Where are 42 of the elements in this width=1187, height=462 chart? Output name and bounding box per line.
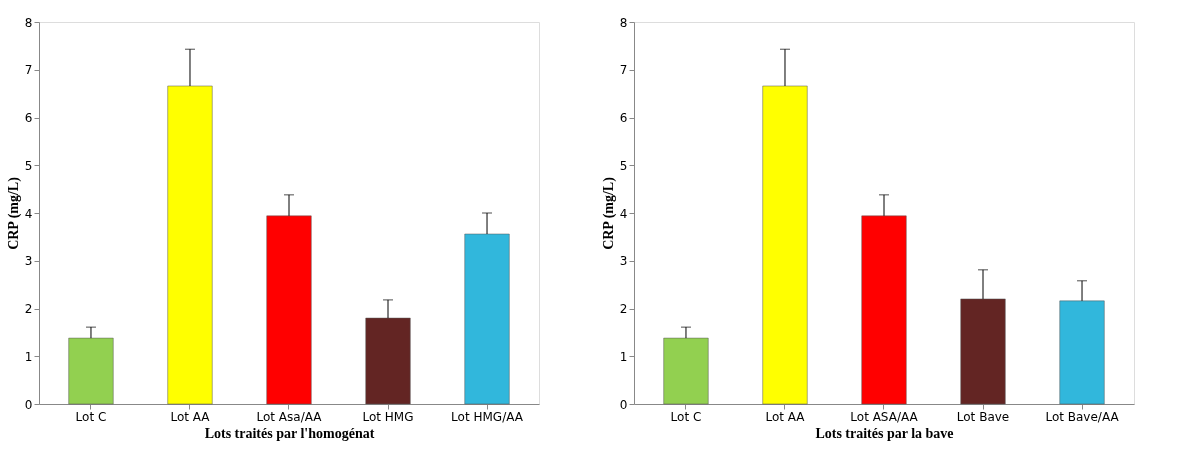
y-tick-label: 3 [24, 254, 33, 269]
bar [861, 215, 907, 405]
x-tick-label: Lot C [670, 409, 702, 424]
y-axis-title: CRP (mg/L) [5, 176, 22, 250]
y-tick-label: 4 [24, 206, 33, 221]
bar [266, 215, 312, 405]
y-tick-label: 8 [24, 15, 33, 30]
x-tick-label: Lot AA [170, 409, 211, 424]
y-tick-label: 4 [619, 206, 628, 221]
x-tick-label: Lot C [75, 409, 107, 424]
y-tick-label: 2 [619, 302, 628, 316]
x-tick-label: Lot Bave/AA [1045, 409, 1120, 424]
x-tick-label: Lot AA [765, 409, 806, 424]
bar [464, 233, 510, 405]
y-tick-label: 6 [24, 111, 33, 125]
bar [68, 337, 114, 405]
x-tick-label: Lot HMG [362, 409, 414, 424]
x-axis-title: Lots traités par la bave [815, 425, 954, 441]
bar [960, 298, 1006, 405]
y-tick-label: 5 [24, 158, 33, 173]
bar [663, 337, 709, 405]
x-tick-label: Lot Bave [956, 409, 1010, 424]
y-tick-label: 2 [24, 302, 33, 316]
y-tick-label: 7 [619, 63, 628, 78]
y-axis-title: CRP (mg/L) [600, 176, 617, 250]
x-axis-title: Lots traités par l'homogénat [204, 425, 375, 441]
y-tick-label: 7 [24, 63, 33, 78]
x-tick-label: Lot HMG/AA [451, 409, 524, 424]
bar [365, 317, 411, 405]
y-tick-label: 0 [619, 397, 628, 412]
x-tick-label: Lot ASA/AA [850, 409, 919, 424]
y-tick-label: 6 [619, 111, 628, 125]
y-tick-label: 0 [24, 397, 33, 412]
y-tick-label: 1 [24, 349, 33, 364]
bar [762, 85, 808, 405]
y-tick-label: 8 [619, 15, 628, 30]
y-tick-label: 1 [619, 349, 628, 364]
bar [167, 85, 213, 405]
bar [1059, 300, 1105, 405]
x-tick-label: Lot Asa/AA [256, 409, 323, 424]
y-tick-label: 3 [619, 254, 628, 269]
y-tick-label: 5 [619, 158, 628, 173]
